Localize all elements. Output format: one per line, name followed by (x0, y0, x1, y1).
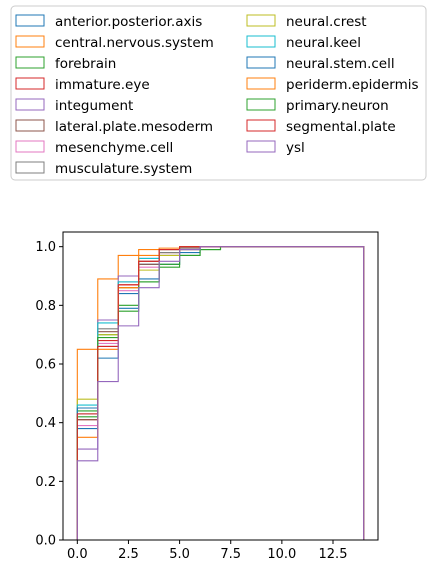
y-tick-label: 1.0 (35, 240, 56, 255)
legend-swatch (15, 14, 45, 27)
legend-label: musculature.system (55, 161, 192, 177)
y-tick-label: 0.2 (35, 475, 56, 490)
legend-label: immature.eye (55, 77, 150, 93)
legend-label: primary.neuron (286, 98, 389, 114)
x-tick-label: 7.5 (220, 547, 241, 562)
legend-swatch (15, 77, 45, 90)
x-tick-label: 5.0 (169, 547, 190, 562)
legend-label: integument (55, 98, 133, 114)
x-tick-label: 0.0 (67, 547, 88, 562)
legend-label: central.nervous.system (55, 35, 214, 51)
legend-swatch (246, 98, 276, 111)
legend-label: anterior.posterior.axis (55, 14, 202, 30)
legend-swatch (15, 140, 45, 153)
plot-frame (62, 231, 379, 541)
series-line (76, 246, 365, 540)
legend-swatch (15, 161, 45, 174)
legend-label: lateral.plate.mesoderm (55, 119, 213, 135)
x-tick-label: 12.5 (319, 547, 348, 562)
legend-swatch (15, 56, 45, 69)
legend-swatch (246, 14, 276, 27)
legend-swatch (246, 35, 276, 48)
legend-label: ysl (286, 140, 305, 156)
y-axis-ticks: 0.0 0.2 0.4 0.6 0.8 1.0 (35, 240, 63, 549)
legend-label: forebrain (55, 56, 116, 72)
legend-swatch (15, 119, 45, 132)
legend-label: periderm.epidermis (286, 77, 419, 93)
legend-label: neural.stem.cell (286, 56, 395, 72)
legend-swatch (246, 140, 276, 153)
legend-swatch (246, 56, 276, 69)
legend-swatch (246, 119, 276, 132)
legend-frame (10, 5, 427, 181)
legend-swatch (15, 35, 45, 48)
y-tick-label: 0.0 (35, 534, 56, 549)
x-tick-label: 2.5 (118, 547, 139, 562)
legend-swatch (15, 98, 45, 111)
legend-label: neural.crest (286, 14, 367, 30)
series-line (76, 246, 365, 540)
x-tick-label: 10.0 (267, 547, 296, 562)
legend-swatch (246, 77, 276, 90)
y-tick-label: 0.8 (35, 299, 56, 314)
legend-label: segmental.plate (286, 119, 396, 135)
legend-label: mesenchyme.cell (55, 140, 173, 156)
y-tick-label: 0.6 (35, 358, 56, 373)
y-tick-label: 0.4 (35, 416, 56, 431)
legend-label: neural.keel (286, 35, 361, 51)
legend: anterior.posterior.axis central.nervous.s… (10, 5, 427, 181)
plot-area: 0.0 2.5 5.0 7.5 10.0 12.5 0.0 0.2 0.4 0.6 0.8 1.0 (35, 231, 379, 562)
x-axis-ticks: 0.0 2.5 5.0 7.5 10.0 12.5 (67, 540, 348, 562)
series-lines (76, 246, 365, 540)
